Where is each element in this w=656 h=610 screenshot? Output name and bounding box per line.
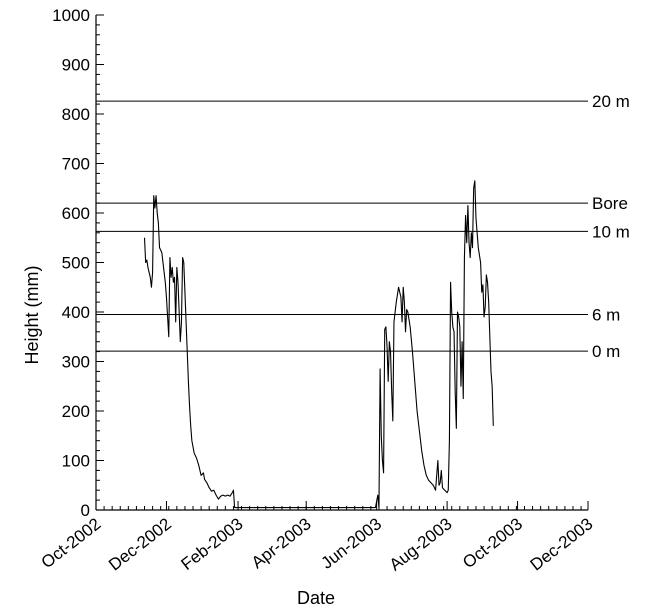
series-line — [143, 180, 494, 509]
x-tick-label: Dec-2003 — [527, 514, 597, 574]
y-tick-label: 900 — [62, 56, 90, 75]
reference-line-label: 20 m — [592, 92, 630, 111]
x-tick-label: Dec-2002 — [105, 514, 175, 574]
y-axis-label: Height (mm) — [22, 265, 42, 364]
x-axis-label: Date — [297, 588, 335, 608]
data-series — [143, 180, 494, 509]
y-tick-label: 0 — [81, 501, 90, 520]
y-tick-label: 1000 — [52, 6, 90, 25]
x-axis-ticks: Oct-2002 Dec-2002 Feb-2003 Apr-2003 Jun-2003… — [38, 501, 597, 575]
y-tick-label: 800 — [62, 105, 90, 124]
reference-line-label: Bore — [592, 194, 628, 213]
reference-lines: 20 m Bore 10 m 6 m 0 m — [96, 92, 630, 361]
x-tick-label: Oct-2003 — [459, 514, 526, 572]
y-axis-ticks: 0 100 200 300 400 500 600 700 800 900 1000 — [52, 6, 104, 520]
reference-line-label: 6 m — [592, 305, 620, 324]
x-tick-label: Aug-2003 — [386, 514, 456, 574]
y-tick-label: 300 — [62, 353, 90, 372]
y-tick-label: 700 — [62, 155, 90, 174]
x-tick-label: Oct-2002 — [38, 514, 105, 572]
x-tick-label: Apr-2003 — [248, 514, 315, 572]
y-tick-label: 200 — [62, 402, 90, 421]
y-tick-label: 600 — [62, 204, 90, 223]
reference-line-label: 0 m — [592, 342, 620, 361]
y-tick-label: 100 — [62, 452, 90, 471]
reference-line-label: 10 m — [592, 222, 630, 241]
x-tick-label: Feb-2003 — [177, 514, 246, 574]
y-tick-label: 400 — [62, 303, 90, 322]
y-tick-label: 500 — [62, 254, 90, 273]
x-tick-label: Jun-2003 — [318, 514, 386, 573]
